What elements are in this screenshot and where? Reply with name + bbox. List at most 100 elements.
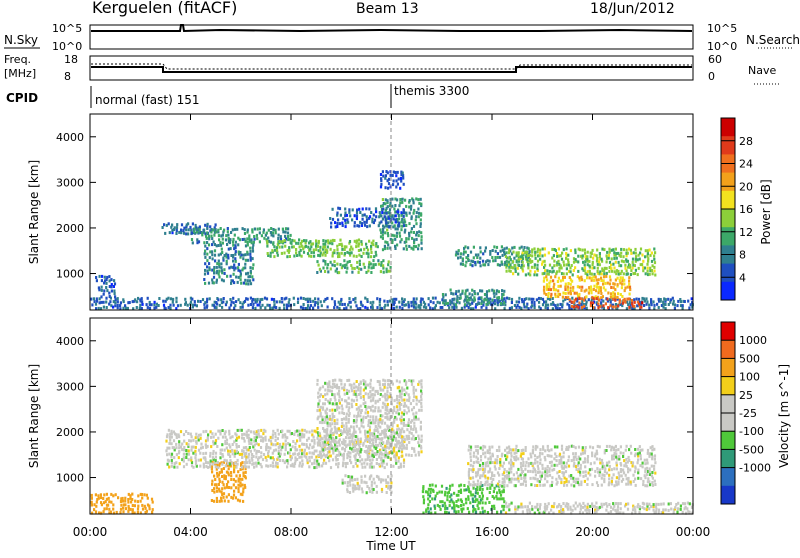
heatmap-cell bbox=[358, 239, 360, 242]
heatmap-cell bbox=[183, 232, 185, 235]
heatmap-cell bbox=[165, 440, 167, 443]
heatmap-cell bbox=[379, 438, 381, 441]
heatmap-cell bbox=[421, 247, 423, 250]
heatmap-cell bbox=[498, 489, 500, 492]
heatmap-cell bbox=[151, 498, 153, 501]
heatmap-cell bbox=[260, 455, 262, 458]
heatmap-cell bbox=[415, 427, 417, 430]
heatmap-cell bbox=[574, 266, 576, 269]
heatmap-cell bbox=[324, 270, 326, 273]
heatmap-cell bbox=[511, 298, 513, 301]
heatmap-cell bbox=[478, 468, 480, 471]
heatmap-cell bbox=[596, 286, 598, 289]
heatmap-cell bbox=[425, 306, 427, 309]
heatmap-cell bbox=[363, 462, 365, 465]
heatmap-cell bbox=[351, 405, 353, 408]
heatmap-cell bbox=[242, 471, 244, 474]
heatmap-cell bbox=[358, 242, 360, 245]
heatmap-cell bbox=[380, 433, 382, 436]
heatmap-cell bbox=[479, 485, 481, 488]
heatmap-cell bbox=[651, 471, 653, 474]
heatmap-cell bbox=[317, 402, 319, 405]
heatmap-cell bbox=[480, 296, 482, 299]
heatmap-cell bbox=[622, 255, 624, 258]
heatmap-cell bbox=[420, 445, 422, 448]
heatmap-cell bbox=[284, 433, 286, 436]
heatmap-cell bbox=[599, 468, 601, 471]
heatmap-cell bbox=[321, 416, 323, 419]
heatmap-cell bbox=[558, 475, 560, 478]
heatmap-cell bbox=[651, 453, 653, 456]
heatmap-cell bbox=[635, 453, 637, 456]
heatmap-cell bbox=[349, 441, 351, 444]
heatmap-cell bbox=[614, 293, 616, 296]
heatmap-cell bbox=[216, 445, 218, 448]
heatmap-cell bbox=[217, 430, 219, 433]
heatmap-cell bbox=[230, 304, 232, 307]
heatmap-cell bbox=[345, 465, 347, 468]
heatmap-cell bbox=[504, 297, 506, 300]
heatmap-cell bbox=[349, 412, 351, 415]
heatmap-cell bbox=[375, 444, 377, 447]
heatmap-cell bbox=[204, 306, 206, 309]
heatmap-cell bbox=[472, 465, 474, 468]
heatmap-cell bbox=[311, 456, 313, 459]
heatmap-cell bbox=[346, 488, 348, 491]
heatmap-cell bbox=[610, 448, 612, 451]
heatmap-cell bbox=[568, 455, 570, 458]
heatmap-cell bbox=[367, 435, 369, 438]
heatmap-cell bbox=[537, 478, 539, 481]
heatmap-cell bbox=[254, 238, 256, 241]
heatmap-cell bbox=[204, 456, 206, 459]
heatmap-cell bbox=[364, 401, 366, 404]
heatmap-cell bbox=[264, 297, 266, 300]
heatmap-cell bbox=[517, 254, 519, 257]
heatmap-cell bbox=[430, 507, 432, 510]
heatmap-cell bbox=[338, 389, 340, 392]
heatmap-cell bbox=[355, 435, 357, 438]
heatmap-cell bbox=[382, 441, 384, 444]
heatmap-cell bbox=[177, 304, 179, 307]
heatmap-cell bbox=[486, 290, 488, 293]
heatmap-cell bbox=[404, 199, 406, 202]
heatmap-cell bbox=[211, 499, 213, 502]
heatmap-cell bbox=[575, 478, 577, 481]
heatmap-cell bbox=[359, 211, 361, 214]
heatmap-cell bbox=[611, 477, 613, 480]
heatmap-cell bbox=[103, 301, 105, 304]
heatmap-cell bbox=[691, 297, 693, 300]
heatmap-cell bbox=[345, 425, 347, 428]
heatmap-cell bbox=[219, 500, 221, 503]
heatmap-cell bbox=[372, 387, 374, 390]
heatmap-cell bbox=[237, 459, 239, 462]
heatmap-cell bbox=[250, 238, 252, 241]
heatmap-cell bbox=[525, 297, 527, 300]
heatmap-cell bbox=[411, 304, 413, 307]
heatmap-cell bbox=[376, 450, 378, 453]
heatmap-cell bbox=[336, 408, 338, 411]
heatmap-cell bbox=[334, 396, 336, 399]
heatmap-cell bbox=[416, 403, 418, 406]
heatmap-cell bbox=[372, 240, 374, 243]
heatmap-cell bbox=[480, 459, 482, 462]
heatmap-cell bbox=[108, 497, 110, 500]
heatmap-cell bbox=[255, 439, 257, 442]
heatmap-cell bbox=[365, 435, 367, 438]
heatmap-cell bbox=[248, 437, 250, 440]
heatmap-cell bbox=[245, 455, 247, 458]
heatmap-cell bbox=[619, 298, 621, 301]
heatmap-cell bbox=[224, 486, 226, 489]
heatmap-cell bbox=[348, 409, 350, 412]
heatmap-cell bbox=[562, 502, 564, 505]
heatmap-cell bbox=[170, 297, 172, 300]
heatmap-cell bbox=[522, 458, 524, 461]
heatmap-cell bbox=[318, 240, 320, 243]
heatmap-cell bbox=[277, 442, 279, 445]
heatmap-cell bbox=[428, 297, 430, 300]
heatmap-cell bbox=[384, 403, 386, 406]
heatmap-cell bbox=[167, 297, 169, 300]
heatmap-cell bbox=[307, 298, 309, 301]
heatmap-cell bbox=[608, 248, 610, 251]
heatmap-cell bbox=[141, 493, 143, 496]
heatmap-cell bbox=[598, 286, 600, 289]
